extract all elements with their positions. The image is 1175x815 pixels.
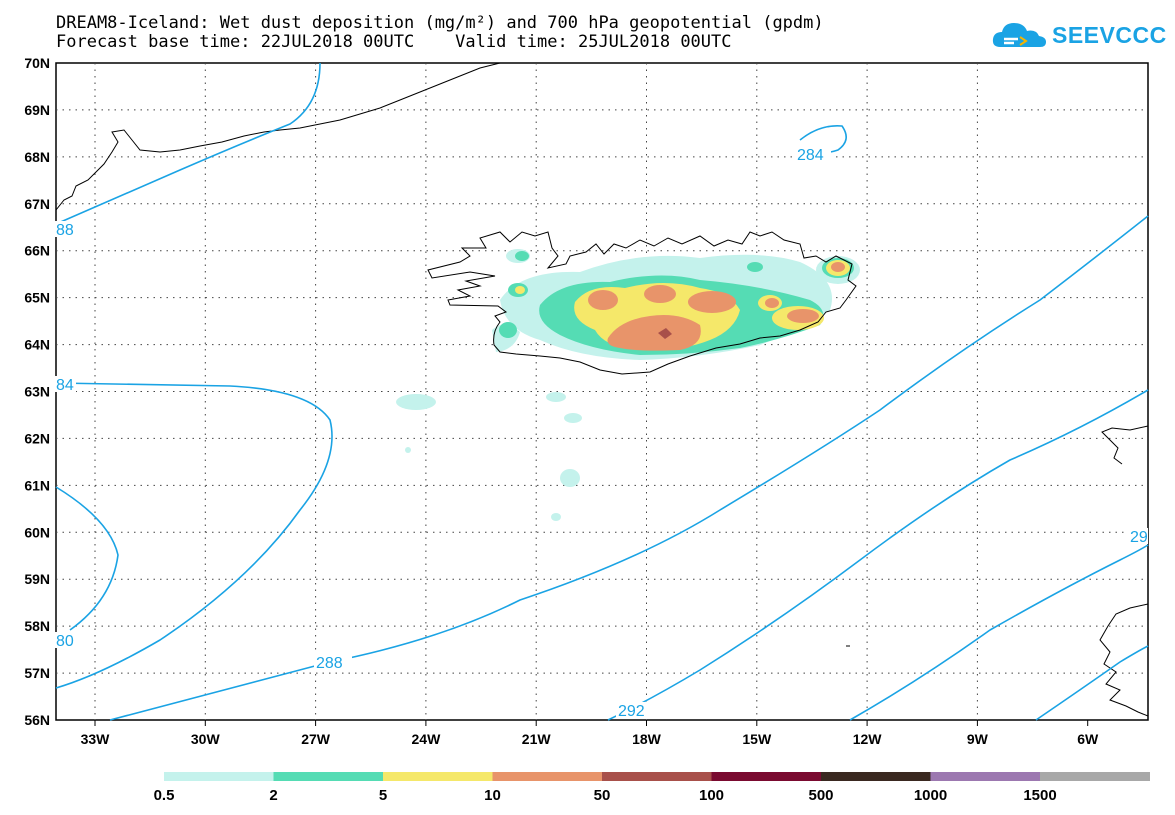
latitude-label: 68N [24,149,50,165]
colorbar-label: 50 [594,787,611,804]
dust-area-orange [607,315,701,351]
latitude-label: 65N [24,290,50,306]
latitude-label: 66N [24,243,50,259]
dust-area-green [747,262,763,272]
colorbar-label: 1000 [914,787,947,804]
cloud-icon [992,23,1046,47]
longitude-label: 6W [1077,731,1099,747]
colorbar-label: 1500 [1023,787,1056,804]
dust-area-orange [688,291,736,313]
dust-area-light [560,469,580,487]
contour-labels: 88 284 84 80 288 292 29 [54,146,1148,720]
dust-area-light [396,394,436,410]
dust-area-orange [831,262,845,272]
longitude-labels: 33W 30W 27W 24W 21W 18W 15W 12W 9W 6W [81,720,1099,747]
dust-area-yellow [515,286,525,294]
dust-area-orange [588,290,618,310]
colorbar-label: 2 [269,787,277,804]
dust-area-green [499,322,517,338]
latitude-label: 57N [24,665,50,681]
map-title: DREAM8-Iceland: Wet dust deposition (mg/… [56,13,824,33]
contour-label: 84 [56,377,74,394]
seevccc-logo: SEEVCCC [990,19,1166,53]
longitude-label: 18W [632,731,662,747]
scandinavia-coastline [1099,425,1149,717]
dust-area-orange [787,309,819,323]
contour-292 [607,389,1149,721]
contour-292-east [849,544,1149,721]
dust-area-light [546,392,566,402]
dust-area-darkred [658,328,672,339]
contour-288-north [55,62,321,225]
colorbar-swatch [492,772,603,781]
dust-area-green [515,251,529,261]
dust-area-light [551,513,561,521]
contour-label: 284 [797,147,824,164]
dust-area-light [405,447,411,453]
latitude-label: 58N [24,618,50,634]
colorbar-label: 5 [379,787,387,804]
latitude-label: 69N [24,102,50,118]
dust-area-orange [644,285,676,303]
latitude-label: 59N [24,571,50,587]
coastlines [55,62,1149,717]
colorbar-swatch [273,772,384,781]
latitude-label: 70N [24,55,50,71]
latitude-labels: 70N 69N 68N 67N 66N 65N 64N 63N 62N 61N 60N 59N 58N 5… [24,55,50,728]
latitude-label: 56N [24,712,50,728]
longitude-label: 12W [853,731,883,747]
longitude-label: 27W [301,731,331,747]
longitude-label: 33W [81,731,111,747]
colorbar-swatch [164,772,274,781]
colorbar-swatch [821,772,931,781]
longitude-label: 24W [412,731,442,747]
colorbar-label: 500 [808,787,833,804]
latitude-label: 61N [24,477,50,493]
greenland-coastline [55,62,501,211]
contour-280-west [55,486,119,631]
contour-label: 29 [1130,529,1148,546]
colorbar-legend: 0.5 2 5 10 50 100 500 1000 1500 [154,772,1150,804]
latitude-label: 60N [24,524,50,540]
colorbar-swatch [711,772,822,781]
latitude-label: 62N [24,430,50,446]
colorbar-swatch [930,772,1041,781]
logo-text: SEEVCCC [1052,22,1167,48]
latitude-label: 67N [24,196,50,212]
contour-label: 88 [56,222,74,239]
contour-east-edge [1035,645,1149,721]
contour-label: 288 [316,655,343,672]
colorbar-swatch [602,772,712,781]
longitude-label: 15W [742,731,772,747]
iceland-coastline [427,231,857,375]
latitude-label: 63N [24,384,50,400]
longitude-label: 9W [967,731,989,747]
contour-label: 292 [618,703,645,720]
colorbar-label: 100 [699,787,724,804]
dust-area-orange [765,298,779,308]
forecast-time-subtitle: Forecast base time: 22JUL2018 00UTC Vali… [56,32,732,52]
colorbar-label: 0.5 [154,787,175,804]
colorbar-swatch [383,772,493,781]
dust-area-light [564,413,582,423]
dust-deposition-field [396,249,860,521]
longitude-label: 30W [191,731,221,747]
contour-label: 80 [56,633,74,650]
colorbar-label: 10 [484,787,501,804]
longitude-label: 21W [522,731,552,747]
latitude-label: 64N [24,337,50,353]
contour-284-west [55,382,333,689]
colorbar-swatch [1040,772,1150,781]
